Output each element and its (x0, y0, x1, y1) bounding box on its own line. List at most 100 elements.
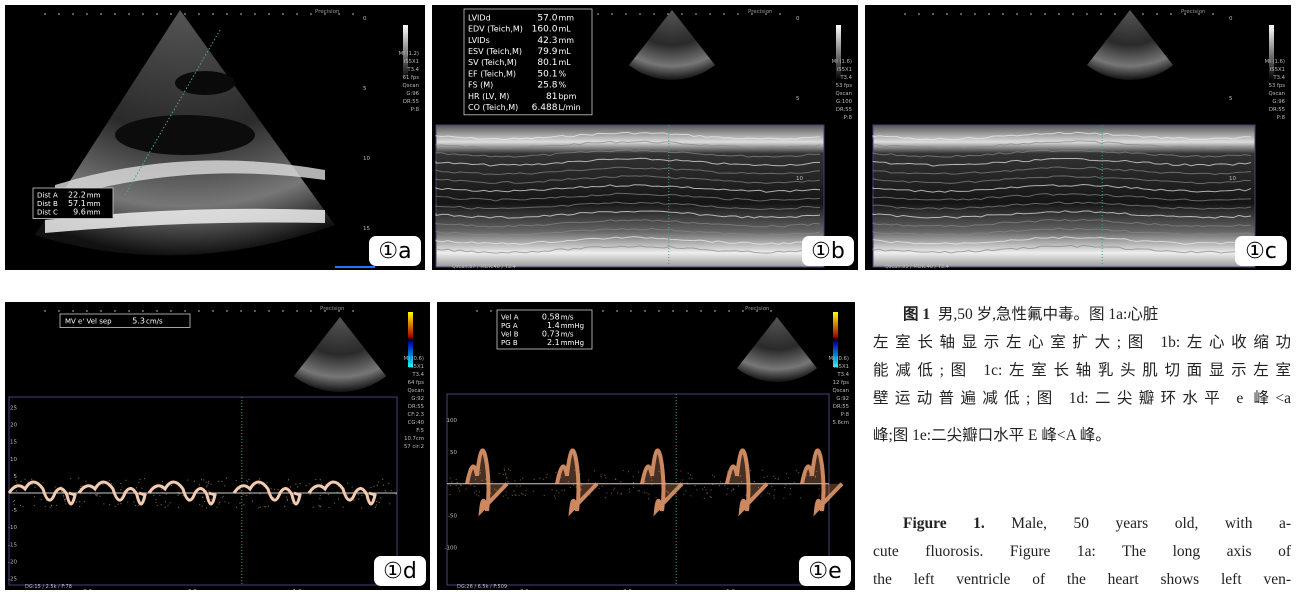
speckle (506, 491, 507, 492)
speckle (520, 479, 521, 480)
speckle (208, 483, 209, 484)
speckle (75, 493, 76, 494)
side-info: Qscan (1269, 91, 1285, 97)
speckle (632, 476, 633, 477)
speckle (218, 503, 219, 504)
speckle (248, 488, 249, 489)
speckle (99, 496, 100, 497)
time-tick: -2.0 (186, 589, 197, 590)
time-tick: -2.0 (621, 589, 632, 590)
speckle (556, 490, 557, 491)
speckle (496, 490, 497, 491)
speckle (508, 497, 509, 498)
measurement-name: Vel A (501, 313, 519, 321)
side-info: iS5X1 (1270, 67, 1285, 73)
speckle (561, 471, 562, 472)
speckle (646, 492, 647, 493)
speckle (109, 504, 110, 505)
speckle (805, 473, 806, 474)
speckle (352, 486, 353, 487)
speckle (224, 501, 225, 502)
speckle (658, 471, 659, 472)
speckle (85, 481, 86, 482)
speckle (456, 479, 457, 480)
speckle (82, 485, 83, 486)
speckle (206, 507, 207, 508)
speckle (614, 488, 615, 489)
speckle (300, 483, 301, 484)
ultrasound-sector (629, 10, 715, 80)
header-dot (658, 310, 660, 312)
speckle (525, 490, 526, 491)
speckle (746, 495, 747, 496)
speckle (347, 494, 348, 495)
speckle (798, 472, 799, 473)
measurement-unit: mm (87, 191, 101, 199)
speckle (338, 485, 339, 486)
speckle (560, 477, 561, 478)
speckle (236, 507, 237, 508)
measurement-name: ESV (Teich,M) (468, 47, 522, 56)
header-dot (714, 310, 716, 312)
measurement-name: EF (Teich,M) (468, 69, 516, 78)
speckle (601, 476, 602, 477)
speckle (121, 486, 122, 487)
header-dot (1100, 13, 1102, 15)
measurement-value: 80.1 (537, 58, 557, 68)
speckle (286, 496, 287, 497)
header-dot (625, 13, 627, 15)
speckle (510, 470, 511, 471)
speckle (76, 501, 77, 502)
speckle (150, 491, 151, 492)
header-dot (616, 310, 618, 312)
speckle (259, 484, 260, 485)
header-dot (268, 13, 270, 15)
header-dot (226, 13, 228, 15)
speckle (358, 494, 359, 495)
speckle (746, 476, 747, 477)
speckle (325, 484, 326, 485)
speckle (809, 475, 810, 476)
speckle (218, 481, 219, 482)
measurement-unit: mmHg (561, 322, 584, 330)
speckle (771, 486, 772, 487)
header-dot (737, 13, 739, 15)
speckle (691, 478, 692, 479)
velocity-tick: 50 (450, 450, 457, 456)
speckle (364, 493, 365, 494)
header-dot (904, 13, 906, 15)
speckle (236, 480, 237, 481)
side-info: DR:55 (833, 404, 849, 410)
speckle (615, 479, 616, 480)
speckle (645, 481, 646, 482)
speckle (144, 478, 145, 479)
side-info: 53 fps (836, 83, 853, 89)
speckle (621, 493, 622, 494)
speckle (696, 489, 697, 490)
speckle (41, 499, 42, 500)
speckle (70, 478, 71, 479)
speckle (96, 494, 97, 495)
speckle (160, 504, 161, 505)
chamber (115, 115, 255, 155)
caption-zh-line: 左室长轴显示左心室扩大;图 1b:左心收缩功 (873, 333, 1291, 353)
speckle (78, 477, 79, 478)
speckle (309, 483, 310, 484)
side-info: T3.4 (406, 67, 419, 73)
speckle (395, 493, 396, 494)
speckle (378, 481, 379, 482)
speckle (583, 483, 584, 484)
speckle (604, 475, 605, 476)
side-info: G:100 (836, 99, 853, 105)
speckle (66, 494, 67, 495)
header-dot (630, 310, 632, 312)
speckle (388, 483, 389, 484)
measurement-unit: m/s (561, 313, 574, 321)
speckle (818, 488, 819, 489)
header-dot (602, 310, 604, 312)
speckle (728, 477, 729, 478)
measurement-unit: mm (558, 36, 574, 45)
speckle (476, 490, 477, 491)
speckle (710, 496, 711, 497)
velocity-tick: -25 (8, 576, 17, 582)
